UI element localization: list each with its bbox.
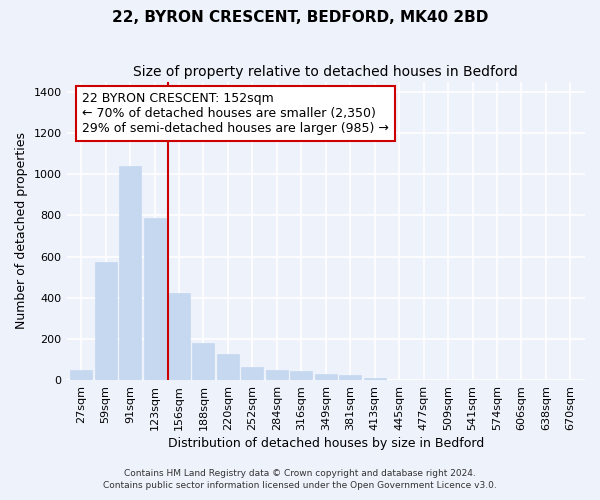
Text: Contains HM Land Registry data © Crown copyright and database right 2024.
Contai: Contains HM Land Registry data © Crown c… (103, 468, 497, 490)
Bar (266, 370, 288, 380)
Bar (119, 166, 141, 380)
Bar (315, 374, 337, 380)
Bar (217, 354, 239, 380)
Bar (193, 344, 214, 380)
X-axis label: Distribution of detached houses by size in Bedford: Distribution of detached houses by size … (167, 437, 484, 450)
Bar (290, 372, 313, 380)
Bar (168, 292, 190, 380)
Text: 22, BYRON CRESCENT, BEDFORD, MK40 2BD: 22, BYRON CRESCENT, BEDFORD, MK40 2BD (112, 10, 488, 25)
Y-axis label: Number of detached properties: Number of detached properties (15, 132, 28, 330)
Bar (70, 370, 92, 380)
Title: Size of property relative to detached houses in Bedford: Size of property relative to detached ho… (133, 65, 518, 79)
Bar (143, 218, 166, 380)
Text: 22 BYRON CRESCENT: 152sqm
← 70% of detached houses are smaller (2,350)
29% of se: 22 BYRON CRESCENT: 152sqm ← 70% of detac… (82, 92, 389, 135)
Bar (364, 378, 386, 380)
Bar (241, 367, 263, 380)
Bar (339, 375, 361, 380)
Bar (95, 262, 116, 380)
